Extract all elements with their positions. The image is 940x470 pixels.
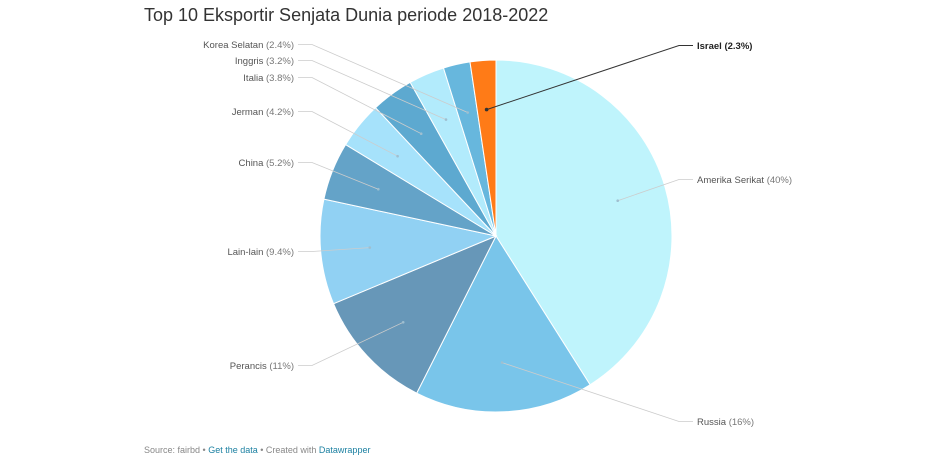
slice-label-name: Amerika Serikat (697, 175, 767, 186)
slice-label-name: Russia (697, 417, 729, 428)
slice-label-percent: (5.2%) (266, 158, 294, 169)
slice-label-name: Israel (697, 41, 724, 52)
slice-labels: Amerika Serikat (40%) Russia (16%) Peranci… (203, 40, 792, 428)
slice-label-inggris: Inggris (3.2%) (235, 56, 294, 67)
pie-slices (319, 59, 673, 413)
leader-line-lain-lain (298, 247, 370, 252)
slice-label-jerman: Jerman (4.2%) (232, 107, 294, 118)
slice-label-name: Jerman (232, 107, 266, 118)
slice-label-china: China (5.2%) (239, 158, 294, 169)
slice-label-italia: Italia (3.8%) (243, 73, 294, 84)
pie-slice-lain-lain (319, 198, 498, 305)
slice-label-israel: Israel (2.3%) (697, 41, 752, 52)
slice-label-percent: (40%) (767, 175, 792, 186)
pie-slice-perancis (332, 235, 498, 394)
slice-label-percent: (3.8%) (266, 73, 294, 84)
slice-label-amerika-serikat: Amerika Serikat (40%) (697, 175, 792, 186)
slice-label-name: Lain-lain (227, 247, 266, 258)
leader-line-jerman (298, 111, 398, 157)
leader-line-israel (486, 45, 693, 111)
slice-label-russia: Russia (16%) (697, 417, 754, 428)
leader-dot-korea-selatan (466, 111, 470, 114)
slice-label-korea-selatan: Korea Selatan (2.4%) (203, 40, 294, 51)
slice-label-percent: (3.2%) (266, 56, 294, 67)
created-with-text: • Created with (257, 445, 319, 455)
slice-label-perancis: Perancis (11%) (230, 361, 294, 372)
slice-label-name: China (239, 158, 266, 169)
slice-label-percent: (16%) (729, 417, 754, 428)
chart-footer: Source: fairbd • Get the data • Created … (144, 445, 370, 455)
leader-line-china (298, 162, 379, 190)
slice-label-name: Perancis (230, 361, 270, 372)
leader-line-korea-selatan (298, 44, 468, 113)
slice-label-name: Inggris (235, 56, 266, 67)
slice-label-name: Korea Selatan (203, 40, 266, 51)
slice-label-lain-lain: Lain-lain (9.4%) (227, 247, 294, 258)
leader-dot-russia (500, 361, 504, 364)
leader-dot-jerman (396, 154, 399, 158)
leader-lines (298, 44, 693, 422)
slice-label-percent: (11%) (269, 361, 294, 372)
leader-dot-lain-lain (368, 246, 372, 249)
leader-dot-perancis (401, 321, 405, 324)
slice-label-percent: (4.2%) (266, 107, 294, 118)
datawrapper-link[interactable]: Datawrapper (318, 445, 371, 455)
pie-slice-amerika-serikat (495, 59, 673, 386)
leader-dot-italia (419, 132, 423, 135)
slice-label-percent: (2.4%) (266, 40, 294, 51)
get-data-link[interactable]: Get the data (208, 445, 258, 455)
pie-slice-israel (469, 59, 497, 237)
leader-dot-israel (484, 107, 489, 112)
leader-line-italia (298, 77, 422, 135)
pie-chart: Amerika Serikat (40%) Russia (16%) Peranci… (203, 40, 792, 428)
chart-title: Top 10 Eksportir Senjata Dunia periode 2… (144, 5, 549, 25)
leader-line-amerika-serikat (617, 179, 693, 202)
slice-label-percent: (9.4%) (266, 247, 294, 258)
leader-dot-china (377, 187, 380, 191)
leader-dot-amerika-serikat (616, 199, 619, 202)
leader-line-inggris (298, 60, 447, 120)
slice-label-percent: (2.3%) (724, 41, 752, 52)
leader-line-perancis (298, 321, 404, 366)
leader-line-russia (501, 362, 693, 422)
slice-label-name: Italia (243, 73, 266, 84)
source-text: Source: fairbd • (144, 445, 209, 455)
leader-dot-inggris (444, 118, 448, 121)
pie-slice-russia (416, 234, 591, 413)
